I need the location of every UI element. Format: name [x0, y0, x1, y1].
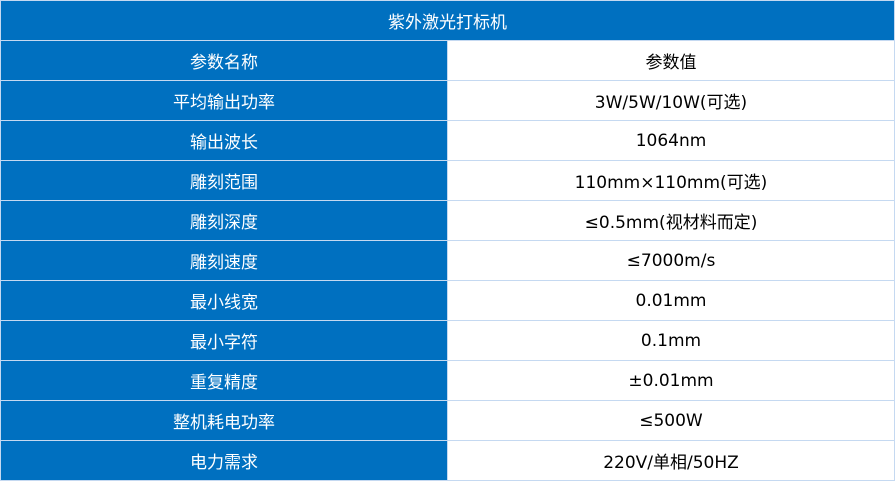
header-name: 参数名称 — [0, 40, 448, 81]
table-row: 雕刻速度 ≤7000m/s — [0, 240, 895, 281]
param-value: 0.01mm — [447, 280, 895, 321]
param-value: ≤7000m/s — [447, 240, 895, 281]
param-value: ≤500W — [447, 400, 895, 441]
param-value: 0.1mm — [447, 320, 895, 361]
table-row: 最小线宽 0.01mm — [0, 280, 895, 321]
table-row: 整机耗电功率 ≤500W — [0, 400, 895, 441]
param-value: ≤0.5mm(视材料而定) — [447, 200, 895, 241]
table-row: 雕刻范围 110mm×110mm(可选) — [0, 160, 895, 201]
param-value: 1064nm — [447, 120, 895, 161]
table-row: 雕刻深度 ≤0.5mm(视材料而定) — [0, 200, 895, 241]
param-name: 输出波长 — [0, 120, 448, 161]
title-row: 紫外激光打标机 — [0, 0, 895, 41]
table-row: 输出波长 1064nm — [0, 120, 895, 161]
param-name: 雕刻深度 — [0, 200, 448, 241]
table-row: 平均输出功率 3W/5W/10W(可选) — [0, 80, 895, 121]
param-name: 整机耗电功率 — [0, 400, 448, 441]
table-row: 重复精度 ±0.01mm — [0, 360, 895, 401]
param-name: 雕刻速度 — [0, 240, 448, 281]
param-name: 雕刻范围 — [0, 160, 448, 201]
header-row: 参数名称 参数值 — [0, 40, 895, 81]
param-name: 最小字符 — [0, 320, 448, 361]
table-row: 电力需求 220V/单相/50HZ — [0, 440, 895, 481]
header-value: 参数值 — [447, 40, 895, 81]
table-title: 紫外激光打标机 — [0, 0, 895, 41]
param-name: 最小线宽 — [0, 280, 448, 321]
param-name: 电力需求 — [0, 440, 448, 481]
table-row: 最小字符 0.1mm — [0, 320, 895, 361]
param-name: 平均输出功率 — [0, 80, 448, 121]
param-value: 3W/5W/10W(可选) — [447, 80, 895, 121]
param-value: 220V/单相/50HZ — [447, 440, 895, 481]
param-value: 110mm×110mm(可选) — [447, 160, 895, 201]
param-value: ±0.01mm — [447, 360, 895, 401]
param-name: 重复精度 — [0, 360, 448, 401]
